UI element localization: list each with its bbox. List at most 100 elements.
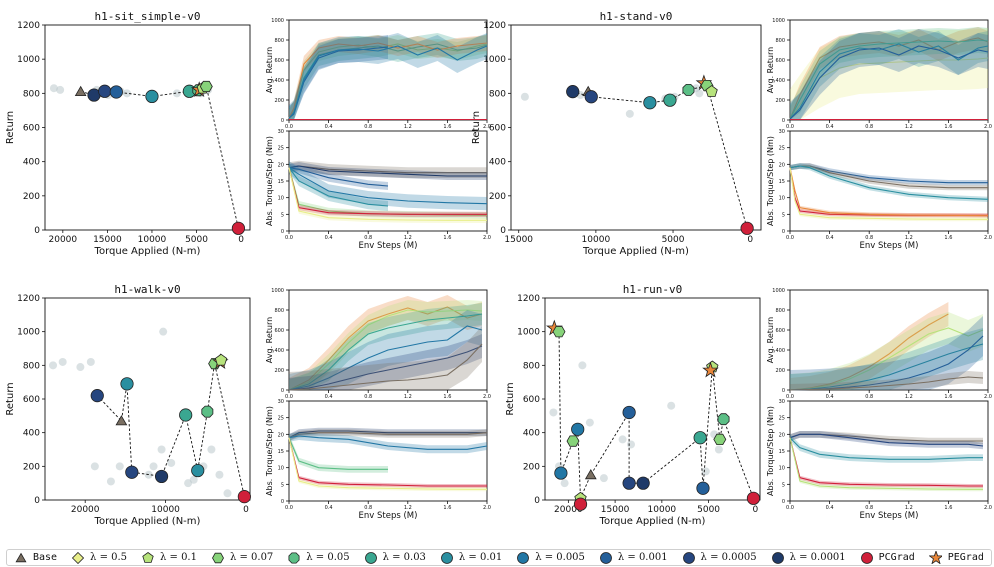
- x-tick-label: 2.0: [483, 505, 491, 511]
- legend-label: λ = 0.005: [535, 552, 585, 563]
- line-panel: 0.0 0.4 0.8 1.2 1.6 2.0 0 5 10 15 20 25 30 Env Steps …: [766, 129, 992, 251]
- x-tick-label: 5000: [185, 235, 208, 245]
- series-line: [288, 167, 488, 205]
- scatter-panel: 20000 15000 10000 5000 0 0 200 400 600 800 1000 120…: [5, 10, 251, 257]
- series-line: [288, 345, 483, 391]
- series-line: [789, 313, 949, 391]
- y-tick-label: 30: [779, 399, 785, 405]
- series-band: [289, 35, 388, 120]
- y-axis-label: Return: [505, 382, 516, 415]
- plot-area: [520, 74, 754, 235]
- line-panel: 0.0 0.4 0.8 1.2 1.6 2.0 0 5 10 15 20 25 30 Env Steps …: [265, 129, 491, 251]
- y-tick-label: 400: [489, 158, 506, 168]
- x-tick-label: 15000: [504, 235, 533, 245]
- series-line: [288, 325, 483, 391]
- y-axis-label: Abs. Torque/Step (Nm): [265, 406, 274, 496]
- data-point: [702, 361, 719, 378]
- x-tick-label: 0.8: [364, 124, 372, 130]
- x-tick-label: 10000: [138, 235, 167, 245]
- legend-item: λ = 0.0005: [682, 551, 757, 564]
- background-point: [159, 327, 168, 336]
- y-tick-label: 600: [23, 124, 40, 134]
- background-point: [599, 474, 608, 483]
- data-point: [717, 413, 730, 426]
- series-line: [288, 167, 389, 207]
- background-point: [86, 357, 95, 366]
- background-point: [149, 462, 158, 471]
- y-tick-label: 600: [274, 328, 284, 334]
- pareto-path: [96, 363, 245, 497]
- background-point: [189, 475, 198, 484]
- y-axis-label: Return: [5, 111, 16, 144]
- y-tick-label: 400: [23, 158, 40, 168]
- y-tick-label: 200: [274, 98, 284, 104]
- scatter-panel: 20000 15000 10000 5000 0 0 200 400 600 800 1000 120…: [505, 283, 761, 527]
- x-tick-label: 0.0: [285, 394, 293, 400]
- legend-item: λ = 0.07: [211, 551, 273, 564]
- data-point: [622, 405, 636, 420]
- data-point: [663, 93, 677, 107]
- y-tick-label: 600: [775, 58, 785, 64]
- legend-label: Base: [32, 552, 58, 563]
- legend-marker-shape: [364, 552, 377, 564]
- series-band: [289, 334, 482, 390]
- legend-label: PEGrad: [947, 552, 984, 563]
- legend-marker: [211, 552, 224, 564]
- x-tick-label: 1.6: [443, 124, 451, 130]
- line-panel: 0.0 0.4 0.8 1.2 1.6 2.0 0 200 400 600 800 1000 Avg. …: [265, 288, 491, 400]
- data-point: [109, 85, 123, 99]
- x-tick-label: 2.0: [483, 394, 491, 400]
- background-point: [76, 363, 85, 372]
- series-band: [790, 328, 983, 390]
- series-line: [789, 45, 989, 120]
- x-tick-label: 0.4: [325, 124, 333, 130]
- series-line: [789, 437, 983, 490]
- legend-marker-shape: [142, 552, 154, 563]
- legend-marker: [860, 552, 873, 564]
- x-tick-label: 10000: [648, 505, 677, 515]
- x-tick-label: 0.4: [826, 394, 834, 400]
- legend-item: λ = 0.005: [516, 551, 585, 564]
- series-band: [289, 162, 388, 211]
- legend-label: λ = 0.03: [382, 552, 426, 563]
- legend-marker: [682, 552, 695, 564]
- x-tick-label: 20000: [554, 505, 583, 515]
- series-line: [789, 433, 984, 447]
- background-point: [56, 85, 65, 94]
- data-point: [237, 490, 251, 504]
- background-point: [667, 401, 676, 410]
- y-tick-label: 200: [775, 98, 785, 104]
- y-tick-label: 400: [775, 348, 785, 354]
- background-point: [714, 445, 723, 454]
- legend-marker-shape: [860, 552, 873, 564]
- legend-marker: [364, 552, 377, 564]
- legend-marker: [288, 552, 300, 564]
- series-line: [288, 313, 483, 391]
- y-axis-label: Return: [5, 382, 16, 415]
- series-band: [289, 35, 487, 120]
- series-band: [790, 28, 988, 120]
- x-tick-label: 20000: [49, 235, 78, 245]
- line-panel: 0.0 0.4 0.8 1.2 1.6 2.0 0 200 400 600 800 1000 Avg. …: [265, 18, 491, 130]
- y-tick-label: 25: [779, 146, 785, 152]
- background-point: [115, 462, 124, 471]
- data-point: [682, 84, 695, 96]
- y-axis-label: Avg. Return: [766, 317, 775, 363]
- data-point: [145, 89, 159, 104]
- plot-frame: [288, 289, 488, 391]
- data-point: [693, 431, 707, 445]
- legend-label: λ = 0.5: [90, 552, 128, 563]
- x-axis-label: Torque Applied (N-m): [599, 516, 706, 527]
- series-band: [289, 310, 482, 390]
- series-band: [790, 302, 949, 390]
- background-point: [618, 435, 627, 444]
- y-tick-label: 20: [278, 432, 284, 438]
- data-point: [622, 476, 636, 490]
- chart-title: h1-stand-v0: [600, 10, 673, 23]
- background-point: [520, 92, 529, 101]
- legend-marker-shape: [15, 552, 27, 563]
- series-line: [288, 45, 488, 119]
- y-tick-label: 400: [23, 429, 40, 439]
- data-point: [566, 85, 580, 99]
- y-tick-label: 0: [534, 496, 540, 506]
